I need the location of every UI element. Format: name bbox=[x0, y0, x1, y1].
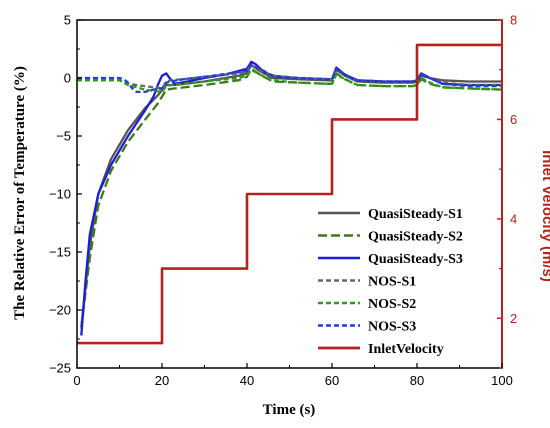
x-axis-title: Time (s) bbox=[263, 402, 316, 418]
legend-label: NOS-S3 bbox=[368, 320, 416, 335]
x-tick-label: 40 bbox=[240, 373, 254, 388]
legend-label: NOS-S2 bbox=[368, 297, 416, 312]
legend: QuasiSteady-S1 QuasiSteady-S2 QuasiSteady-… bbox=[318, 207, 463, 357]
series-line-quasisteady-s3 bbox=[80, 60, 502, 336]
series-line-nos-s3 bbox=[77, 62, 502, 94]
y-left-tick-label: −25 bbox=[49, 361, 71, 376]
y-right-tick-label: 8 bbox=[510, 13, 517, 28]
y-axis-title-right: Inlet Velocity (m/s) bbox=[539, 150, 550, 282]
y-axis-title-left: The Relative Error of Temperature (%) bbox=[12, 66, 28, 320]
series-line-nos-s1 bbox=[77, 64, 502, 90]
legend-label: QuasiSteady-S2 bbox=[368, 230, 463, 245]
y-left-tick-label: 0 bbox=[64, 71, 71, 86]
y-left-tick-label: −5 bbox=[56, 129, 71, 144]
y-right-tick-label: 6 bbox=[510, 112, 517, 127]
y-right-tick-label: 2 bbox=[510, 311, 517, 326]
series-line-quasisteady-s2 bbox=[80, 67, 503, 328]
y-left-tick-label: −15 bbox=[49, 245, 71, 260]
x-tick-label: 20 bbox=[155, 373, 169, 388]
legend-label: InletVelocity bbox=[368, 342, 444, 357]
series-line-inletvelocity bbox=[77, 43, 502, 345]
legend-label: QuasiSteady-S3 bbox=[368, 252, 463, 267]
y-right-tick-label: 4 bbox=[510, 211, 517, 226]
x-tick-label: 80 bbox=[410, 373, 424, 388]
legend-label: NOS-S1 bbox=[368, 275, 416, 290]
y-left-tick-label: −10 bbox=[49, 187, 71, 202]
x-tick-label: 100 bbox=[491, 373, 513, 388]
x-tick-label: 60 bbox=[325, 373, 339, 388]
series-line-quasisteady-s1 bbox=[80, 64, 502, 328]
axes-layer: 0 20 40 60 80 100 5 0 −5 −10 −15 −20 −25 2 4 6 8 bbox=[49, 13, 517, 389]
legend-label: QuasiSteady-S1 bbox=[368, 207, 463, 222]
y-left-tick-label: −20 bbox=[49, 303, 71, 318]
series-layer bbox=[77, 43, 503, 345]
series-line-nos-s2 bbox=[77, 68, 503, 94]
x-tick-label: 0 bbox=[73, 373, 80, 388]
y-left-tick-label: 5 bbox=[64, 13, 71, 28]
